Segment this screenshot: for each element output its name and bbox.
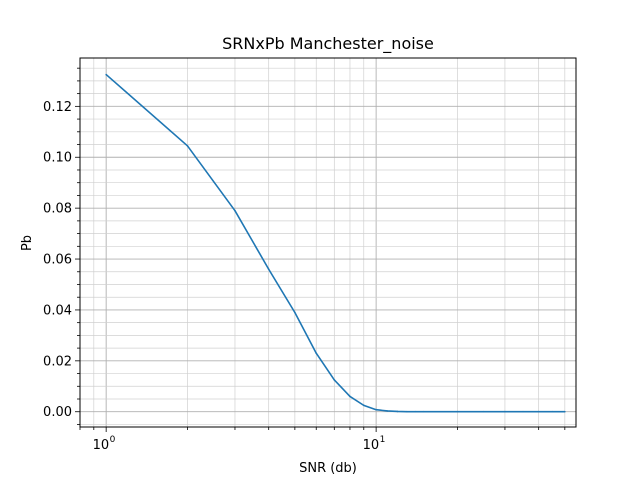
x-axis-label: SNR (db)	[299, 461, 357, 476]
x-tick-exponent: 0	[110, 435, 116, 445]
x-tick-label: 10	[363, 438, 380, 453]
data-point	[482, 410, 485, 413]
series-line	[105, 73, 565, 413]
grid	[79, 58, 576, 427]
data-point	[456, 410, 459, 413]
data-point	[414, 410, 417, 413]
data-point	[564, 410, 566, 413]
series-layer	[105, 73, 566, 413]
y-tick-label: 0.04	[43, 303, 72, 318]
data-point	[504, 410, 506, 413]
data-point	[362, 404, 365, 407]
data-point	[522, 410, 524, 413]
y-tick-label: 0.02	[43, 354, 72, 369]
y-axis-label: Pb	[20, 235, 35, 251]
y-tick-label: 0.10	[43, 151, 72, 166]
data-point	[396, 410, 399, 413]
data-point	[375, 408, 377, 411]
data-point	[315, 352, 318, 355]
y-tick-label: 0.12	[43, 100, 72, 115]
x-tick-exponent: 1	[380, 435, 386, 445]
data-point	[105, 73, 107, 76]
data-point	[267, 268, 270, 271]
y-tick-label: 0.00	[43, 405, 72, 420]
data-point	[349, 395, 351, 398]
plot-frame	[79, 57, 577, 428]
data-point	[234, 209, 236, 212]
data-point	[406, 410, 408, 413]
data-point	[551, 410, 554, 413]
y-tick-label: 0.08	[43, 202, 72, 217]
data-point	[386, 410, 389, 412]
data-point	[422, 410, 425, 413]
chart-title: SRNxPb Manchester_noise	[222, 34, 434, 54]
data-point	[294, 311, 296, 314]
data-point	[333, 379, 336, 381]
data-point	[186, 144, 189, 147]
y-tick-label: 0.06	[43, 253, 72, 268]
data-point	[537, 410, 540, 413]
x-tick-label: 10	[93, 438, 110, 453]
